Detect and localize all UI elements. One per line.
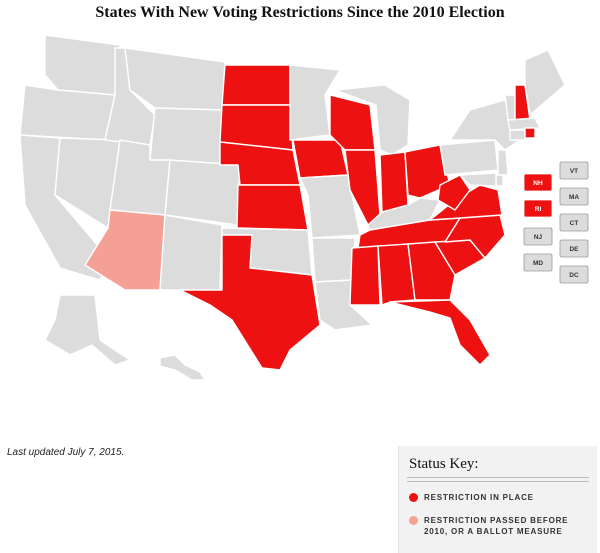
state-box-dc[interactable]	[559, 265, 589, 284]
state-wy[interactable]	[149, 107, 223, 166]
state-box-de[interactable]	[559, 239, 589, 258]
map-title: States With New Voting Restrictions Sinc…	[95, 4, 505, 21]
state-nd[interactable]	[221, 64, 291, 106]
key-item-in-place: RESTRICTION IN PLACE	[409, 492, 584, 503]
state-ma[interactable]	[507, 117, 541, 131]
key-label-in-place: RESTRICTION IN PLACE	[424, 493, 534, 502]
state-nj[interactable]	[497, 149, 509, 176]
state-md[interactable]	[459, 172, 497, 187]
state-pa[interactable]	[439, 139, 499, 176]
key-label-before-2010: RESTRICTION PASSED BEFORE 2010, OR A BAL…	[424, 516, 569, 536]
state-wa[interactable]	[44, 34, 121, 96]
state-box-md[interactable]	[523, 253, 553, 272]
state-hi[interactable]	[159, 354, 206, 381]
state-box-ma[interactable]	[559, 187, 589, 206]
state-box-label-ma: MA	[569, 194, 579, 201]
state-ri[interactable]	[524, 127, 536, 139]
state-mn[interactable]	[289, 64, 341, 141]
state-co[interactable]	[164, 159, 241, 226]
pink-dot-icon	[409, 516, 418, 525]
state-fl[interactable]	[389, 299, 491, 366]
state-oh[interactable]	[404, 144, 451, 199]
state-in[interactable]	[379, 151, 409, 213]
state-de[interactable]	[495, 174, 504, 187]
state-wv[interactable]	[437, 174, 471, 211]
status-key: Status Key: RESTRICTION IN PLACE RESTRIC…	[398, 446, 597, 553]
state-ct[interactable]	[509, 129, 526, 141]
state-box-ct[interactable]	[559, 213, 589, 232]
status-key-title: Status Key:	[409, 456, 479, 472]
state-mo[interactable]	[299, 174, 361, 239]
us-map: VT NH MA RI CT NJ DE MD DC	[19, 34, 589, 381]
state-ks[interactable]	[236, 184, 309, 231]
state-tx[interactable]	[179, 234, 321, 371]
last-updated: Last updated July 7, 2015.	[7, 447, 125, 458]
state-box-label-md: MD	[533, 260, 543, 267]
state-ms[interactable]	[349, 245, 381, 306]
state-ak[interactable]	[44, 294, 131, 366]
status-key-divider	[407, 477, 589, 482]
state-wi[interactable]	[329, 94, 376, 151]
state-box-nj[interactable]	[523, 227, 553, 246]
state-mi[interactable]	[334, 84, 411, 156]
state-box-vt[interactable]	[559, 161, 589, 180]
state-box-label-de: DE	[569, 246, 579, 253]
state-box-label-ri: RI	[535, 206, 542, 213]
state-nm[interactable]	[159, 214, 223, 291]
red-dot-icon	[409, 493, 418, 502]
small-state-boxes: VT NH MA RI CT NJ DE MD DC	[523, 161, 589, 284]
state-box-label-dc: DC	[569, 272, 579, 279]
state-box-label-nj: NJ	[534, 234, 543, 241]
state-or[interactable]	[19, 84, 116, 141]
state-box-label-nh: NH	[533, 180, 543, 187]
key-item-before-2010: RESTRICTION PASSED BEFORE 2010, OR A BAL…	[409, 515, 584, 537]
state-ar[interactable]	[311, 237, 356, 283]
state-box-ri[interactable]	[523, 199, 553, 218]
state-box-nh[interactable]	[523, 173, 553, 192]
state-me[interactable]	[524, 49, 566, 116]
state-box-label-vt: VT	[570, 168, 578, 175]
state-box-label-ct: CT	[570, 220, 579, 227]
